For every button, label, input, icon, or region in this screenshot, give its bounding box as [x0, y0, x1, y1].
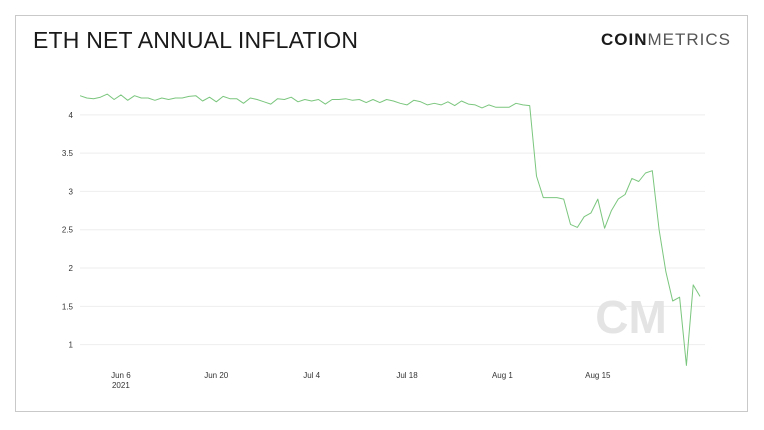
x-tick-label: Jun 20: [204, 371, 229, 380]
y-tick-label: 1: [69, 341, 74, 350]
y-tick-label: 2: [69, 264, 74, 273]
grid-lines: [80, 114, 705, 346]
inflation-series-line: [79, 93, 701, 366]
x-tick-sublabel: 2021: [112, 381, 130, 390]
x-tick-label: Aug 15: [585, 371, 611, 380]
y-tick-label: 3: [69, 187, 74, 196]
y-tick-label: 2.5: [62, 226, 74, 235]
chart-frame: [15, 15, 748, 412]
coinmetrics-logo: COINMETRICS: [601, 30, 731, 50]
y-tick-label: 3.5: [62, 149, 74, 158]
x-tick-label: Jul 18: [396, 371, 418, 380]
x-tick-label: Jul 4: [303, 371, 320, 380]
x-tick-label: Jun 6: [111, 371, 131, 380]
y-tick-label: 4: [69, 111, 74, 120]
y-axis-ticks: 1 1.5 2 2.5 3 3.5 4: [62, 111, 74, 350]
x-tick-label: Aug 1: [492, 371, 513, 380]
y-tick-label: 1.5: [62, 302, 74, 311]
cm-watermark: CM: [595, 291, 667, 343]
logo-bold-text: COIN: [601, 30, 648, 49]
chart-title: ETH NET ANNUAL INFLATION: [33, 27, 359, 53]
logo-light-text: METRICS: [647, 30, 731, 49]
